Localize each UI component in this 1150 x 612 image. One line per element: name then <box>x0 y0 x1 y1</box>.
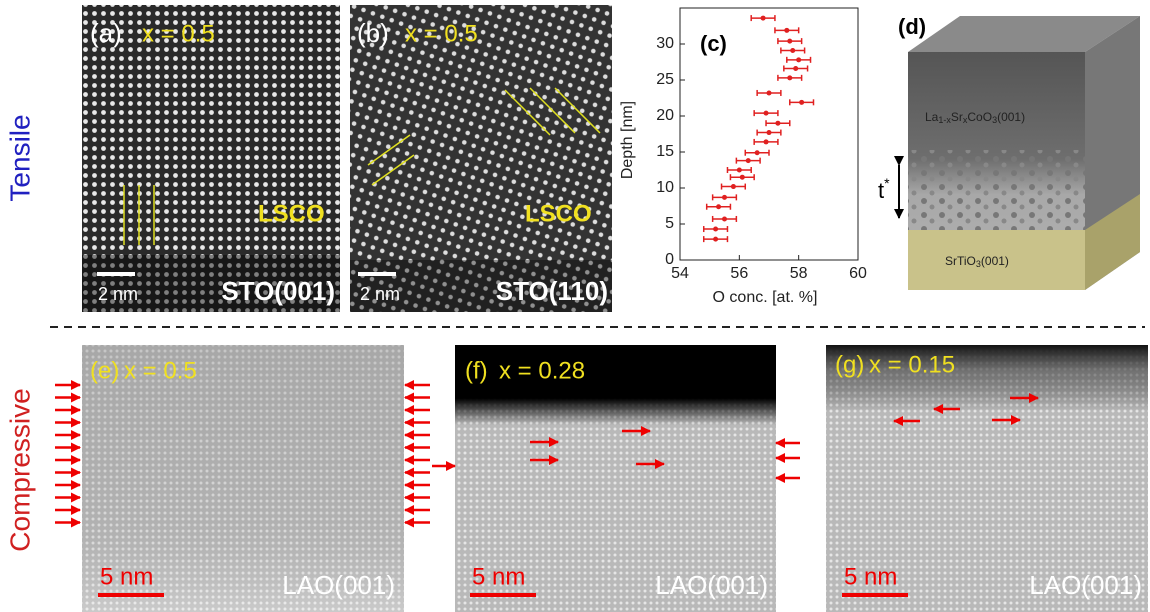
plot-frame <box>679 7 859 261</box>
scale-label: 5 nm <box>472 563 525 590</box>
point <box>730 184 736 190</box>
side-label: Compressive <box>4 388 35 551</box>
stem-shade <box>826 345 1148 612</box>
stem-shade <box>82 345 404 612</box>
substrate-label: LAO(001) <box>655 570 768 600</box>
point <box>766 130 772 136</box>
scale-bar <box>842 593 908 597</box>
point <box>760 15 766 21</box>
y-tick-label: 15 <box>656 143 674 160</box>
stem-shade <box>455 345 776 612</box>
x-axis-label: O conc. [at. %] <box>713 289 818 306</box>
scale-bar <box>97 272 135 276</box>
film-label: LSCO <box>525 200 592 227</box>
substrate-label: STO(110) <box>496 276 608 306</box>
panel-g: (g) x = 0.15 5 nm LAO(001) <box>826 345 1148 612</box>
composition: x = 0.5 <box>405 20 478 47</box>
point <box>784 27 790 33</box>
substrate-label: LAO(001) <box>282 570 395 600</box>
composition: x = 0.5 <box>124 357 197 384</box>
y-axis-label: Depth [nm] <box>619 101 636 179</box>
point <box>754 150 760 156</box>
panel-tag: (g) <box>835 351 864 378</box>
y-tick-label: 25 <box>656 71 674 88</box>
substrate-shade <box>350 260 612 312</box>
tem-image <box>82 5 340 312</box>
red-arrows <box>55 380 1039 528</box>
film-label: LSCO <box>258 200 325 227</box>
chart-title: (c) <box>700 31 727 56</box>
tem-image <box>350 5 612 312</box>
panel-d: (d) La1-xSrxCoO3(001) SrTiO3(001) t* <box>878 14 1140 290</box>
substrate-side <box>1085 194 1140 290</box>
scale-label: 5 nm <box>100 563 153 590</box>
y-tick-label: 5 <box>665 215 674 232</box>
point <box>763 139 769 145</box>
point <box>739 174 745 180</box>
panel-tag: (f) <box>465 357 488 384</box>
thickness-label: t* <box>878 175 890 203</box>
substrate-shade <box>82 255 340 312</box>
point <box>775 120 781 126</box>
x-tick-label: 54 <box>671 265 689 282</box>
y-tick-label: 0 <box>665 251 674 268</box>
x-tick-label: 58 <box>790 265 808 282</box>
point <box>736 167 742 173</box>
scale-label: 2 nm <box>98 284 138 304</box>
point <box>787 75 793 81</box>
side-label: Tensile <box>4 114 35 201</box>
y-tick-label: 20 <box>656 107 674 124</box>
panel-f: (f) x = 0.28 5 nm LAO(001) <box>455 345 776 612</box>
composition: x = 0.28 <box>499 357 585 384</box>
point <box>716 204 722 210</box>
panel-tag: (e) <box>90 357 119 384</box>
y-tick-label: 10 <box>656 179 674 196</box>
substrate-layer <box>908 230 1085 290</box>
scale-label: 5 nm <box>844 563 897 590</box>
defects <box>908 150 1085 230</box>
point <box>722 194 727 200</box>
cube-top <box>908 16 1140 52</box>
point <box>766 90 772 96</box>
point <box>787 38 793 44</box>
point <box>790 47 796 53</box>
point <box>745 158 751 164</box>
point <box>713 226 719 232</box>
substrate-label: LAO(001) <box>1029 570 1142 600</box>
scale-label: 2 nm <box>360 284 400 304</box>
panel-a: (a) x = 0.5 LSCO STO(001) 2 nm <box>82 5 340 312</box>
point <box>722 216 727 222</box>
panel-b: (b) x = 0.5 LSCO STO(110) 2 nm <box>350 5 612 312</box>
panel-e: (e) x = 0.5 5 nm LAO(001) <box>82 345 404 612</box>
point <box>763 110 769 116</box>
scale-bar <box>358 272 396 276</box>
point <box>713 236 719 242</box>
y-tick-label: 30 <box>656 35 674 52</box>
substrate-label: STO(001) <box>221 276 335 306</box>
panel-tag: (a) <box>90 18 122 48</box>
point <box>793 65 799 71</box>
substrate-formula: SrTiO3(001) <box>945 254 1009 269</box>
x-tick-label: 60 <box>849 265 867 282</box>
composition: x = 0.15 <box>869 351 955 378</box>
scale-bar <box>470 593 536 597</box>
panel-tag: (d) <box>898 14 926 39</box>
guide-lines <box>123 185 155 245</box>
guide-lines <box>367 87 601 186</box>
scale-bar <box>98 593 164 597</box>
panel-c: (c) O conc. [at. %] Depth [nm] 54 56 58 60 0… <box>619 7 867 306</box>
composition: x = 0.5 <box>142 20 215 47</box>
point <box>796 57 802 63</box>
panel-tag: (b) <box>357 18 389 48</box>
x-tick-label: 56 <box>730 265 748 282</box>
point <box>799 99 805 105</box>
film-formula: La1-xSrxCoO3(001) <box>925 110 1025 125</box>
